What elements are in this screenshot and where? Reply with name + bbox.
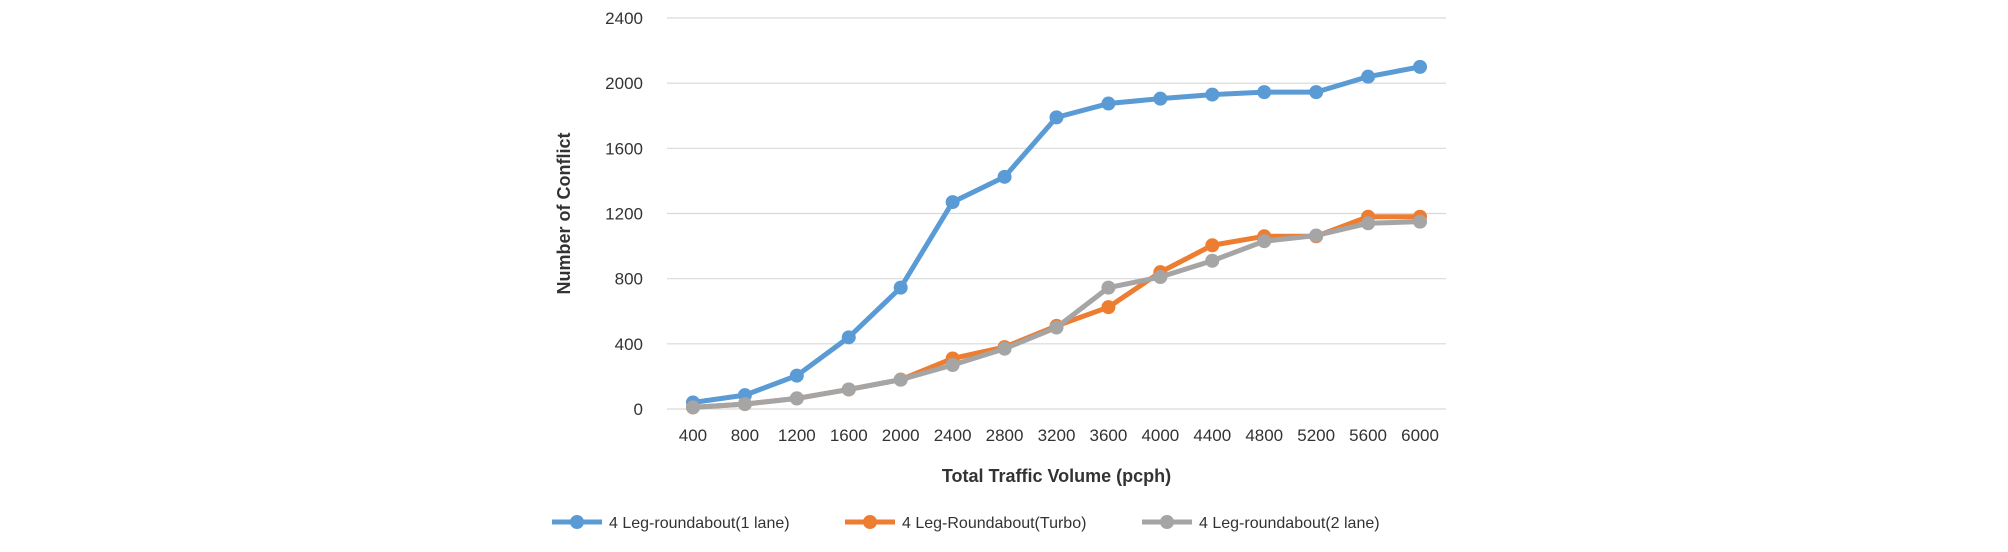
data-point bbox=[1257, 234, 1272, 249]
data-point bbox=[1413, 214, 1428, 229]
x-tick-label: 3200 bbox=[1038, 426, 1076, 445]
y-tick-label: 1600 bbox=[605, 139, 643, 158]
data-point bbox=[945, 358, 960, 373]
data-point bbox=[893, 280, 908, 295]
x-tick-label: 5200 bbox=[1297, 426, 1335, 445]
legend-swatch-marker bbox=[1160, 515, 1174, 529]
x-tick-label: 5600 bbox=[1349, 426, 1387, 445]
legend-label: 4 Leg-roundabout(2 lane) bbox=[1199, 515, 1380, 532]
data-point bbox=[1101, 280, 1116, 295]
x-tick-label: 4400 bbox=[1193, 426, 1231, 445]
data-point bbox=[1205, 87, 1220, 102]
data-point bbox=[789, 368, 804, 383]
data-point bbox=[1049, 320, 1064, 335]
data-point bbox=[1309, 85, 1324, 100]
y-tick-label: 0 bbox=[634, 400, 643, 419]
data-point bbox=[945, 195, 960, 210]
x-tick-label: 2000 bbox=[882, 426, 920, 445]
data-point bbox=[1101, 300, 1116, 315]
data-point bbox=[893, 372, 908, 387]
data-point bbox=[685, 400, 700, 415]
data-point bbox=[1309, 228, 1324, 243]
x-tick-label: 1600 bbox=[830, 426, 868, 445]
legend: 4 Leg-roundabout(1 lane) 4 Leg-Roundabout… bbox=[552, 515, 1380, 532]
legend-item: 4 Leg-Roundabout(Turbo) bbox=[845, 515, 1086, 532]
x-tick-label: 2800 bbox=[986, 426, 1024, 445]
data-point bbox=[1101, 96, 1116, 111]
y-tick-label: 2000 bbox=[605, 74, 643, 93]
data-point bbox=[841, 382, 856, 397]
x-tick-labels: 400 800 1200 1600 2000 2400 2800 3200 3600 4000 44… bbox=[679, 426, 1439, 445]
data-point bbox=[737, 397, 752, 412]
data-point bbox=[841, 330, 856, 345]
y-tick-label: 2400 bbox=[605, 9, 643, 28]
series-lines bbox=[685, 59, 1428, 415]
legend-label: 4 Leg-roundabout(1 lane) bbox=[609, 515, 790, 532]
legend-item: 4 Leg-roundabout(2 lane) bbox=[1142, 515, 1380, 532]
data-point bbox=[1153, 270, 1168, 285]
x-tick-label: 2400 bbox=[934, 426, 972, 445]
y-axis-title: Number of Conflict bbox=[554, 133, 574, 295]
x-axis-title: Total Traffic Volume (pcph) bbox=[942, 466, 1171, 486]
series-group bbox=[685, 214, 1428, 415]
x-tick-label: 6000 bbox=[1401, 426, 1439, 445]
data-point bbox=[1413, 59, 1428, 74]
data-point bbox=[789, 391, 804, 406]
y-tick-label: 400 bbox=[615, 335, 643, 354]
data-point bbox=[1049, 110, 1064, 125]
legend-label: 4 Leg-Roundabout(Turbo) bbox=[902, 515, 1086, 532]
legend-item: 4 Leg-roundabout(1 lane) bbox=[552, 515, 790, 532]
y-tick-label: 800 bbox=[615, 270, 643, 289]
data-point bbox=[1361, 69, 1376, 84]
data-point bbox=[1153, 91, 1168, 106]
data-point bbox=[1205, 238, 1220, 253]
x-tick-label: 3600 bbox=[1090, 426, 1128, 445]
data-point bbox=[1257, 85, 1272, 100]
gridlines bbox=[667, 17, 1446, 410]
data-point bbox=[1361, 216, 1376, 231]
x-tick-label: 400 bbox=[679, 426, 707, 445]
data-point bbox=[997, 169, 1012, 184]
y-tick-label: 1200 bbox=[605, 205, 643, 224]
x-tick-label: 800 bbox=[731, 426, 759, 445]
x-tick-label: 4000 bbox=[1141, 426, 1179, 445]
data-point bbox=[997, 341, 1012, 356]
y-tick-labels: 0 400 800 1200 1600 2000 2400 bbox=[605, 9, 643, 419]
x-tick-label: 4800 bbox=[1245, 426, 1283, 445]
x-tick-label: 1200 bbox=[778, 426, 816, 445]
legend-swatch-marker bbox=[863, 515, 877, 529]
data-point bbox=[1205, 253, 1220, 268]
legend-swatch-marker bbox=[570, 515, 584, 529]
